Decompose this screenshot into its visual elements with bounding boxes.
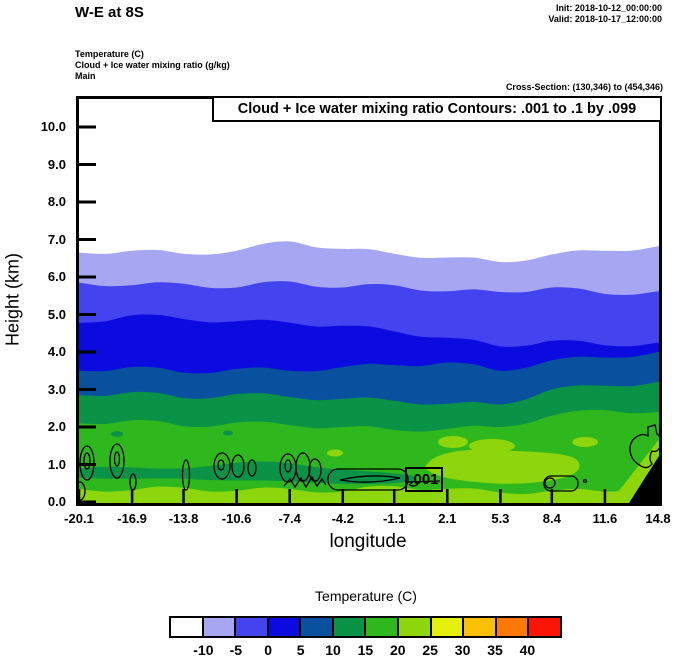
colorbar-cell: [301, 618, 334, 636]
y-tick-label: 5.0: [47, 306, 66, 322]
y-tick-label: 9.0: [47, 156, 66, 172]
y-tick-label: 10.0: [40, 119, 66, 134]
x-tick-label: -7.4: [278, 511, 301, 526]
colorbar-cell: [268, 618, 302, 636]
y-tick-label: 1.0: [47, 456, 66, 472]
contour-info-banner: Cloud + Ice water mixing ratio Contours:…: [212, 96, 662, 122]
field-model-domain: Main: [75, 71, 96, 81]
y-tick-label: 6.0: [47, 269, 66, 284]
field-cloud-ice-mixing-ratio: Cloud + Ice water mixing ratio (g/kg): [75, 60, 230, 70]
colorbar-cell: [464, 618, 497, 636]
colorbar-tick-label: 35: [487, 642, 503, 658]
x-tick-label: 8.4: [542, 511, 561, 526]
colorbar-tick-label: 25: [422, 642, 438, 658]
contour-value-label: .001: [405, 467, 443, 492]
colorbar-tick-label: -10: [193, 642, 214, 658]
colorbar-tick-label: 0: [264, 642, 273, 658]
colorbar-tick-label: 10: [325, 642, 341, 658]
colorbar-cell: [236, 618, 269, 636]
colorbar-tick-label: 20: [390, 642, 406, 658]
x-tick-label: 11.6: [592, 511, 618, 526]
field-list: Temperature (C) Cloud + Ice water mixing…: [75, 49, 230, 82]
x-tick-label: -4.2: [331, 511, 354, 526]
colorbar-tick-label: 15: [357, 642, 374, 658]
x-tick-label: 5.3: [491, 511, 510, 526]
y-tick-label: 0.0: [47, 494, 66, 509]
colorbar-cell: [431, 618, 465, 636]
colorbar-cell: [399, 618, 432, 636]
cross-section-coords: Cross-Section: (130,346) to (454,346): [505, 82, 663, 92]
temperature-colorbar: [169, 616, 562, 638]
colorbar-tick-label: 30: [454, 642, 471, 658]
y-tick-label: 8.0: [47, 194, 66, 209]
colorbar-cell: [529, 618, 560, 636]
x-axis-label: longitude: [329, 531, 407, 552]
x-tick-label: 14.8: [645, 511, 671, 526]
init-time: Init: 2018-10-12_00:00:00: [555, 3, 662, 13]
colorbar-tick-label: 40: [519, 642, 536, 658]
y-tick-label: 3.0: [47, 381, 66, 397]
colorbar-cell: [496, 618, 530, 636]
x-tick-label: -10.6: [221, 511, 252, 526]
page-title: W-E at 8S: [75, 4, 144, 21]
y-tick-label: 4.0: [47, 344, 66, 359]
field-temperature: Temperature (C): [75, 49, 144, 59]
colorbar-title: Temperature (C): [315, 588, 417, 604]
colorbar-tick-label: -5: [229, 642, 243, 658]
colorbar-tick-label: 5: [296, 642, 305, 658]
x-tick-label: -1.1: [383, 511, 406, 526]
colorbar-cell: [203, 618, 237, 636]
x-tick-label: 2.1: [438, 511, 457, 526]
colorbar-cell: [333, 618, 367, 636]
colorbar-cell: [171, 618, 204, 636]
run-times: Init: 2018-10-12_00:00:00 Valid: 2018-10…: [548, 3, 662, 25]
y-tick-label: 2.0: [47, 419, 66, 434]
x-tick-label: -13.8: [168, 511, 199, 526]
x-tick-label: -20.1: [64, 511, 94, 526]
y-tick-label: 7.0: [47, 231, 66, 247]
valid-time: Valid: 2018-10-17_12:00:00: [548, 14, 662, 24]
colorbar-cell: [366, 618, 400, 636]
x-tick-label: -16.9: [117, 511, 147, 526]
